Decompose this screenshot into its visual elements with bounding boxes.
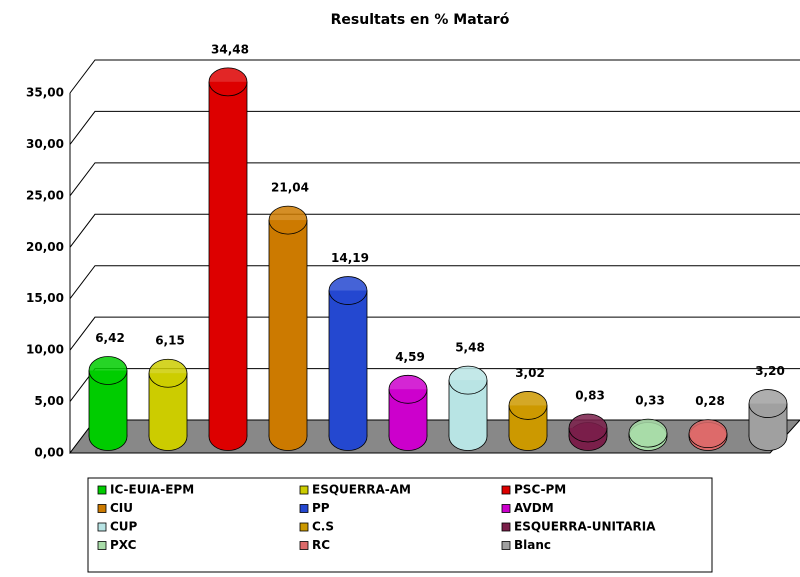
legend-swatch	[299, 504, 309, 513]
legend-swatch	[299, 541, 309, 550]
bar-top	[448, 365, 488, 395]
floor	[68, 419, 800, 454]
bar	[388, 374, 428, 451]
value-label: 3,02	[515, 366, 545, 380]
bar	[748, 389, 788, 451]
legend-label: RC	[312, 538, 330, 552]
bar	[88, 356, 128, 451]
bar-top	[148, 358, 188, 388]
value-label: 21,04	[271, 181, 309, 195]
legend-swatch	[97, 485, 107, 495]
legend-label: CUP	[110, 520, 138, 534]
bar	[268, 205, 308, 451]
chart-title: Resultats en % Mataró	[331, 12, 510, 28]
grid-line	[69, 213, 800, 248]
y-tick-label: 35,00	[26, 86, 64, 100]
value-label: 14,19	[331, 251, 369, 265]
value-label: 5,48	[455, 341, 485, 355]
legend-label: PP	[312, 501, 330, 515]
y-tick-label: 10,00	[26, 343, 64, 357]
bar	[568, 413, 608, 451]
grid-line	[69, 316, 800, 351]
bar-top	[688, 419, 728, 449]
value-label: 0,83	[575, 388, 605, 402]
y-tick-label: 5,00	[34, 394, 64, 408]
bar-top	[88, 356, 128, 385]
bar-shade	[269, 220, 307, 437]
value-label: 6,42	[95, 331, 125, 345]
bar	[688, 419, 728, 451]
bar-top	[388, 374, 428, 404]
legend-swatch	[501, 541, 511, 550]
y-tick-label: 30,00	[26, 137, 64, 151]
legend-label: ESQUERRA-UNITARIA	[514, 520, 656, 534]
bar-shade	[329, 290, 367, 437]
legend-swatch	[299, 522, 309, 532]
bar	[208, 67, 248, 451]
value-label: 3,20	[755, 364, 785, 378]
value-label: 4,59	[395, 350, 425, 364]
y-tick-label: 20,00	[26, 240, 64, 254]
legend-label: AVDM	[514, 501, 554, 515]
legend-label: CIU	[110, 501, 133, 515]
bar-top	[568, 413, 608, 443]
legend-label: Blanc	[514, 538, 551, 552]
bar	[328, 276, 368, 451]
value-label: 6,15	[155, 334, 185, 348]
bar-top	[208, 67, 248, 97]
legend-label: IC-EUIA-EPM	[110, 483, 194, 497]
y-tick-label: 25,00	[26, 188, 64, 202]
bar-top	[508, 391, 548, 420]
bar-top	[268, 205, 308, 235]
grid-line	[69, 59, 800, 94]
bar	[628, 418, 668, 451]
bar	[508, 391, 548, 451]
grid-line	[69, 162, 800, 197]
legend-swatch	[501, 504, 511, 513]
value-label: 0,33	[635, 394, 665, 408]
bar	[448, 365, 488, 451]
bar-top	[628, 418, 668, 448]
bar-top	[328, 276, 368, 305]
legend-label: ESQUERRA-AM	[312, 483, 411, 497]
value-label: 0,28	[695, 394, 725, 408]
legend-swatch	[97, 522, 107, 532]
y-tick-label: 0,00	[34, 446, 64, 460]
value-label: 34,48	[211, 42, 249, 56]
grid-line	[69, 265, 800, 300]
legend-swatch	[501, 485, 511, 495]
y-tick-label: 15,00	[26, 291, 64, 305]
legend-swatch	[97, 541, 107, 550]
legend-swatch	[97, 504, 107, 513]
legend-swatch	[501, 522, 511, 532]
legend-label: C.S	[312, 520, 334, 534]
grid-line	[69, 110, 800, 145]
legend-label: PSC-PM	[514, 483, 566, 497]
bar-top	[748, 389, 788, 418]
legend-swatch	[299, 485, 309, 495]
bar-shade	[209, 81, 247, 437]
legend-box	[87, 477, 713, 573]
bar	[148, 358, 188, 451]
legend-label: PXC	[110, 538, 137, 552]
